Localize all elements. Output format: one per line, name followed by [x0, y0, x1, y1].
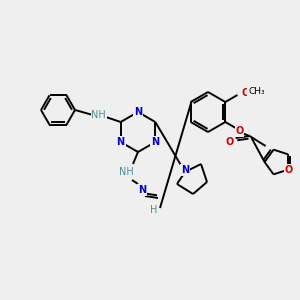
Text: NH: NH	[92, 110, 106, 120]
Text: N: N	[138, 185, 146, 195]
Text: H: H	[150, 205, 158, 215]
Text: CH₃: CH₃	[248, 86, 265, 95]
Text: N: N	[181, 165, 189, 175]
Text: O: O	[241, 88, 250, 98]
Text: N: N	[134, 107, 142, 117]
Text: N: N	[117, 137, 125, 147]
Text: NH: NH	[118, 167, 134, 177]
Text: O: O	[225, 137, 234, 147]
Text: N: N	[151, 137, 159, 147]
Text: O: O	[285, 165, 293, 175]
Text: O: O	[235, 126, 244, 136]
